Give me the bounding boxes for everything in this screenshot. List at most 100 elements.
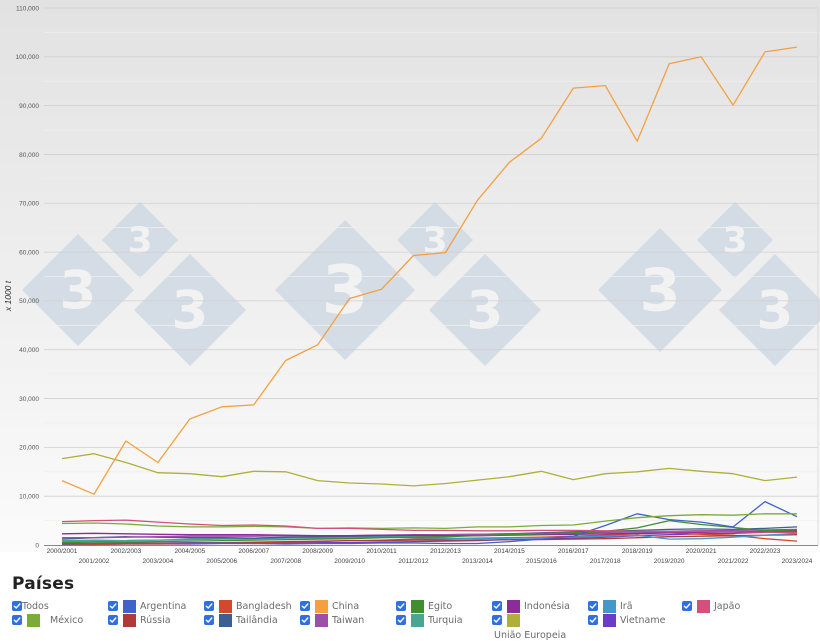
checkbox-japao[interactable] xyxy=(682,601,692,611)
x-tick-label: 2014/2015 xyxy=(494,548,525,555)
legend-item-tailandia[interactable]: Tailândia xyxy=(204,614,278,628)
series-line-m-xico xyxy=(61,513,797,530)
legend-label: Turquia xyxy=(428,615,463,626)
checkbox-russia[interactable] xyxy=(108,615,118,625)
legend-label: Irã xyxy=(620,601,633,612)
svg-text:3: 3 xyxy=(422,221,447,262)
y-tick-label: 100,000 xyxy=(16,54,40,61)
legend-title: Países xyxy=(12,574,75,594)
x-tick-label: 2017/2018 xyxy=(590,558,621,565)
y-tick-label: 90,000 xyxy=(19,103,39,110)
svg-text:3: 3 xyxy=(639,255,680,324)
color-swatch-icon xyxy=(697,600,710,613)
legend-item-vietname[interactable]: Vietname xyxy=(588,614,665,628)
legend-item-egito[interactable]: Egito xyxy=(396,600,452,614)
legend-item-japao[interactable]: Japão xyxy=(682,600,740,614)
legend-label: China xyxy=(332,601,360,612)
series-lines xyxy=(61,46,798,546)
line-chart: 333 333 333 010,00020,00030,00040,00050,00… xyxy=(0,0,820,565)
legend-label: Egito xyxy=(428,601,453,612)
watermark-diamond-icon: 3 xyxy=(429,254,541,366)
legend-item-taiwan[interactable]: Taiwan xyxy=(300,614,364,628)
svg-text:3: 3 xyxy=(127,221,152,262)
series-line-egito xyxy=(61,519,798,544)
x-axis: 2000/20012001/20022002/20032003/20042004… xyxy=(44,545,818,565)
legend-label: Rússia xyxy=(140,615,171,626)
legend-item-uniao_europeia[interactable] xyxy=(492,614,524,628)
checkbox-mexico[interactable] xyxy=(12,615,22,625)
checkbox-bangladesh[interactable] xyxy=(204,601,214,611)
svg-text:3: 3 xyxy=(172,280,209,341)
svg-text:3: 3 xyxy=(322,251,369,329)
watermark-diamond-icon: 3 xyxy=(719,254,820,366)
checkbox-tailandia[interactable] xyxy=(204,615,214,625)
checkbox-vietname[interactable] xyxy=(588,615,598,625)
checkbox-argentina[interactable] xyxy=(108,601,118,611)
x-tick-label: 2008/2009 xyxy=(302,548,333,555)
legend-item-todos[interactable]: Todos xyxy=(12,600,49,614)
color-swatch-icon xyxy=(507,600,520,613)
x-tick-label: 2018/2019 xyxy=(622,548,653,555)
x-tick-label: 2000/2001 xyxy=(47,548,78,555)
series-line-indon-sia xyxy=(61,530,798,537)
series-line-jap-o xyxy=(61,519,797,533)
watermark-diamond-icon: 3 xyxy=(22,234,134,346)
y-tick-label: 30,000 xyxy=(19,396,39,403)
legend-item-china[interactable]: China xyxy=(300,600,359,614)
color-swatch-icon xyxy=(411,614,424,627)
legend-item-ira[interactable]: Irã xyxy=(588,600,633,614)
x-tick-label: 2006/2007 xyxy=(238,548,269,555)
checkbox-todos[interactable] xyxy=(12,601,22,611)
y-tick-label: 110,000 xyxy=(16,5,39,12)
y-tick-label: 60,000 xyxy=(19,249,39,256)
legend-label: Indonésia xyxy=(524,601,570,612)
x-tick-label: 2004/2005 xyxy=(174,548,205,555)
x-tick-label: 2022/2023 xyxy=(750,548,781,555)
legend-label: Todos xyxy=(22,601,49,612)
y-axis-label: x 1000 t xyxy=(3,280,13,312)
x-tick-label: 2019/2020 xyxy=(654,558,685,565)
svg-text:3: 3 xyxy=(60,260,97,321)
color-swatch-icon xyxy=(315,614,328,627)
legend-label: Vietname xyxy=(620,615,666,626)
checkbox-uniao_europeia[interactable] xyxy=(492,615,502,625)
legend-label: México xyxy=(50,615,84,626)
x-tick-label: 2015/2016 xyxy=(526,558,557,565)
legend-item-bangladesh[interactable]: Bangladesh xyxy=(204,600,292,614)
legend-item-turquia[interactable]: Turquia xyxy=(396,614,463,628)
y-tick-label: 10,000 xyxy=(19,493,39,500)
x-tick-label: 2001/2002 xyxy=(79,558,110,565)
x-tick-label: 2003/2004 xyxy=(143,558,174,565)
series-line-china xyxy=(61,46,798,495)
checkbox-taiwan[interactable] xyxy=(300,615,310,625)
legend-label: Taiwan xyxy=(332,615,365,626)
legend-item-argentina[interactable]: Argentina xyxy=(108,600,186,614)
y-tick-label: 70,000 xyxy=(19,201,39,208)
legend-label: Argentina xyxy=(140,601,187,612)
x-tick-label: 2021/2022 xyxy=(718,558,749,565)
x-tick-label: 2002/2003 xyxy=(111,548,142,555)
svg-text:3: 3 xyxy=(757,280,794,341)
gridlines xyxy=(44,7,819,545)
color-swatch-icon xyxy=(123,600,136,613)
legend-item-russia[interactable]: Rússia xyxy=(108,614,171,628)
checkbox-egito[interactable] xyxy=(396,601,406,611)
legend-item-indonesia[interactable]: Indonésia xyxy=(492,600,570,614)
svg-text:3: 3 xyxy=(722,221,747,262)
checkbox-indonesia[interactable] xyxy=(492,601,502,611)
color-swatch-icon xyxy=(219,600,232,613)
watermark-diamond-icon: 3 xyxy=(102,202,178,278)
watermark-diamond-icon: 3 xyxy=(598,228,722,352)
legend-item-mexico[interactable]: México xyxy=(12,614,83,628)
svg-text:3: 3 xyxy=(467,280,504,341)
checkbox-turquia[interactable] xyxy=(396,615,406,625)
color-swatch-icon xyxy=(411,600,424,613)
checkbox-ira[interactable] xyxy=(588,601,598,611)
y-tick-label: 40,000 xyxy=(19,347,39,354)
legend-label: Bangladesh xyxy=(236,601,292,612)
checkbox-china[interactable] xyxy=(300,601,310,611)
y-axis: 0 10,000 20,000 30,000 40,000 50,000 60,000 70,… xyxy=(16,5,40,549)
x-tick-label: 2016/2017 xyxy=(558,548,589,555)
color-swatch-icon xyxy=(123,614,136,627)
